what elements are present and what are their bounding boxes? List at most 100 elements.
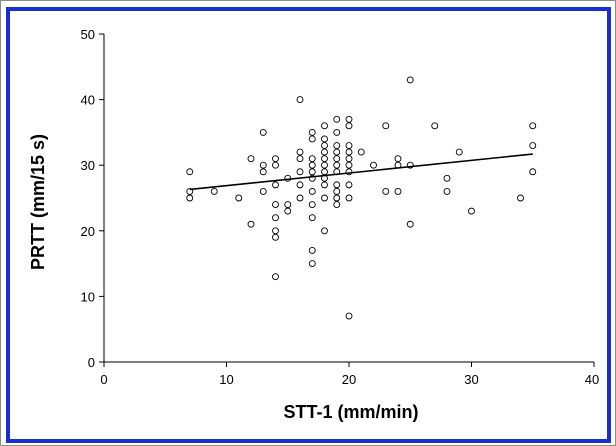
x-ticks: 0 10 20 30 40 bbox=[100, 362, 599, 387]
data-point bbox=[333, 128, 341, 136]
data-point bbox=[272, 161, 279, 169]
data-point bbox=[272, 155, 279, 163]
data-point bbox=[333, 194, 341, 202]
data-point bbox=[345, 312, 353, 320]
data-point bbox=[345, 122, 353, 130]
data-point bbox=[345, 168, 353, 176]
data-point bbox=[529, 142, 537, 149]
data-point bbox=[321, 135, 328, 143]
data-point bbox=[345, 194, 353, 202]
data-point bbox=[431, 122, 439, 130]
y-axis-title: PRTT (mm/15 s) bbox=[28, 134, 48, 270]
data-point bbox=[455, 148, 463, 156]
data-point bbox=[382, 122, 390, 130]
data-point bbox=[333, 187, 341, 195]
data-point bbox=[321, 148, 328, 156]
data-point bbox=[308, 214, 316, 222]
data-point bbox=[345, 161, 353, 169]
data-point bbox=[272, 273, 279, 281]
x-tick-label: 0 bbox=[100, 372, 107, 387]
data-point bbox=[247, 155, 255, 163]
data-point bbox=[272, 227, 279, 235]
data-point bbox=[308, 174, 316, 182]
y-tick-label: 0 bbox=[88, 355, 95, 370]
data-point bbox=[308, 168, 316, 176]
data-point bbox=[272, 233, 279, 241]
y-tick-label: 20 bbox=[81, 224, 95, 239]
trendline bbox=[189, 153, 533, 191]
y-tick-label: 50 bbox=[81, 27, 95, 42]
data-point bbox=[235, 194, 243, 202]
data-point bbox=[468, 207, 475, 215]
data-point bbox=[186, 168, 194, 176]
data-point bbox=[333, 148, 341, 156]
data-point bbox=[517, 194, 524, 202]
data-point bbox=[333, 115, 341, 123]
data-point bbox=[284, 174, 292, 182]
data-point bbox=[308, 161, 316, 169]
data-point bbox=[247, 220, 255, 228]
x-tick-label: 40 bbox=[585, 372, 599, 387]
data-point bbox=[345, 115, 353, 123]
data-point bbox=[333, 201, 341, 209]
data-point bbox=[321, 194, 328, 202]
data-point bbox=[321, 181, 328, 189]
data-point bbox=[272, 214, 279, 222]
data-point bbox=[333, 155, 341, 163]
data-point bbox=[357, 148, 365, 156]
data-point bbox=[308, 187, 316, 195]
y-tick-label: 30 bbox=[81, 158, 95, 173]
data-point bbox=[529, 168, 537, 176]
figure-blue-frame bbox=[6, 7, 611, 443]
data-point bbox=[443, 174, 451, 182]
data-point bbox=[296, 155, 304, 163]
data-point bbox=[259, 187, 267, 195]
y-tick-label: 40 bbox=[81, 93, 95, 108]
data-point bbox=[443, 187, 451, 195]
y-tick-label: 10 bbox=[81, 289, 95, 304]
data-point bbox=[308, 135, 316, 143]
data-point bbox=[284, 201, 292, 209]
data-point bbox=[259, 168, 267, 176]
data-point bbox=[382, 187, 390, 195]
data-point bbox=[406, 220, 414, 228]
data-point bbox=[259, 128, 267, 136]
data-point bbox=[296, 96, 304, 104]
data-point bbox=[321, 122, 328, 130]
data-point bbox=[296, 148, 304, 156]
data-point bbox=[321, 155, 328, 163]
x-tick-label: 30 bbox=[464, 372, 478, 387]
data-points bbox=[186, 76, 537, 320]
data-point bbox=[529, 122, 537, 130]
data-point bbox=[259, 161, 267, 169]
data-point bbox=[394, 155, 402, 163]
x-tick-label: 20 bbox=[342, 372, 356, 387]
data-point bbox=[210, 187, 218, 195]
data-point bbox=[345, 155, 353, 163]
data-point bbox=[333, 181, 341, 189]
data-point bbox=[308, 128, 316, 136]
data-point bbox=[308, 201, 316, 209]
data-point bbox=[296, 181, 304, 189]
data-point bbox=[333, 161, 341, 169]
x-tick-label: 10 bbox=[219, 372, 233, 387]
data-point bbox=[345, 181, 353, 189]
data-point bbox=[308, 260, 316, 268]
data-point bbox=[345, 148, 353, 156]
data-point bbox=[272, 201, 279, 209]
data-point bbox=[284, 207, 292, 215]
data-point bbox=[296, 168, 304, 176]
data-point bbox=[406, 76, 414, 84]
data-point bbox=[308, 155, 316, 163]
x-axis-title: STT-1 (mm/min) bbox=[283, 402, 418, 422]
data-point bbox=[321, 227, 328, 235]
data-point bbox=[296, 194, 304, 202]
data-point bbox=[394, 187, 402, 195]
data-point bbox=[186, 187, 194, 195]
y-ticks: 0 10 20 30 40 50 bbox=[81, 27, 104, 370]
data-point bbox=[333, 142, 341, 149]
data-point bbox=[272, 181, 279, 189]
data-point bbox=[321, 168, 328, 176]
data-point bbox=[186, 194, 194, 202]
